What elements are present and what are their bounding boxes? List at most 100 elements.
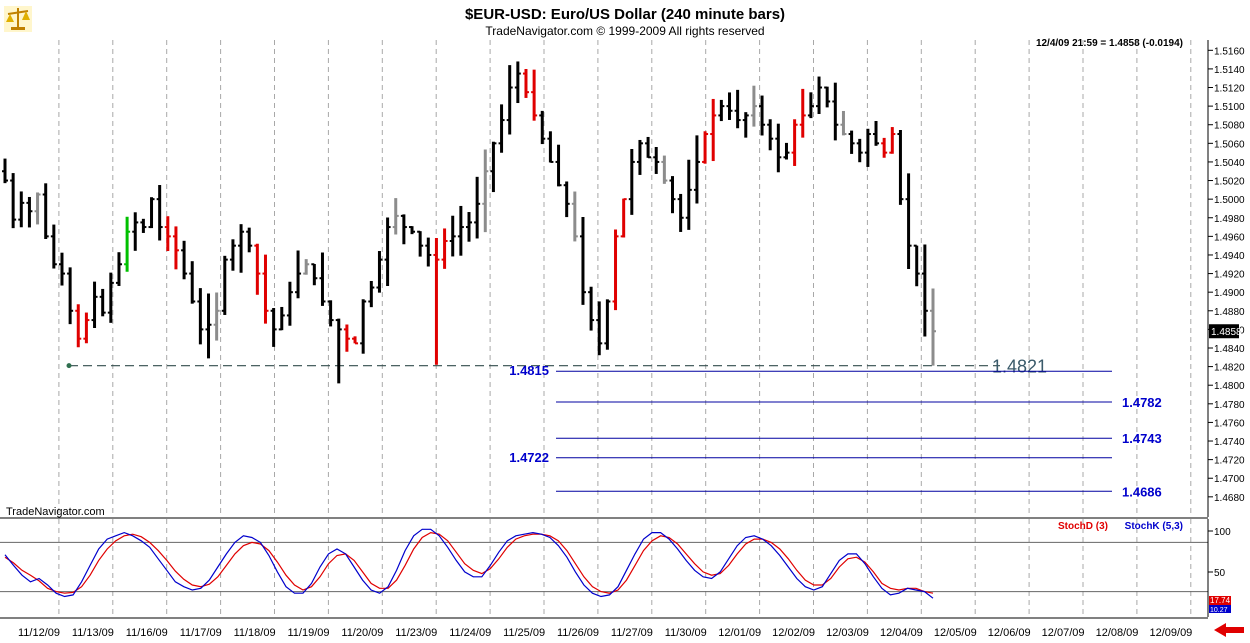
- ohlc-bar: [311, 263, 318, 286]
- ohlc-bar: [636, 139, 643, 175]
- date-tick-label: 12/07/09: [1042, 627, 1085, 639]
- ohlc-bar: [205, 293, 212, 359]
- price-tick-label: 1.5080: [1214, 121, 1245, 132]
- stochk-last-label: 10.27: [1210, 607, 1228, 614]
- ohlc-bar: [718, 99, 725, 122]
- ohlc-bar: [677, 193, 684, 232]
- ohlc-bar: [661, 155, 668, 184]
- date-tick-label: 12/04/09: [880, 627, 923, 639]
- last-price-marker: 1.4858: [1209, 324, 1242, 339]
- ohlc-bar: [783, 142, 790, 160]
- ohlc-bar: [628, 148, 635, 215]
- ohlc-bar: [278, 306, 285, 331]
- ohlc-bar: [197, 288, 204, 345]
- ohlc-bar: [425, 237, 432, 267]
- price-tick-label: 1.4840: [1214, 344, 1245, 355]
- chart-title: $EUR-USD: Euro/US Dollar (240 minute bar…: [465, 6, 785, 23]
- ohlc-bar: [563, 181, 570, 218]
- ohlc-bar: [571, 191, 578, 242]
- ohlc-bar: [286, 281, 293, 326]
- date-tick-label: 11/23/09: [395, 627, 437, 639]
- price-tick-label: 1.5120: [1214, 84, 1245, 95]
- ohlc-bar: [376, 251, 383, 293]
- ohlc-bar: [604, 299, 611, 350]
- ohlc-bar: [335, 318, 342, 384]
- ohlc-bar: [172, 226, 179, 270]
- price-tick-label: 1.4800: [1214, 381, 1245, 392]
- legend-stochk: StochK (5,3): [1125, 521, 1183, 532]
- ohlc-bar: [832, 82, 839, 141]
- ohlc-bar: [612, 229, 619, 311]
- ohlc-bar: [213, 292, 220, 341]
- ohlc-bar: [913, 244, 920, 287]
- stoch-last-values: 17.74 10.27: [1209, 596, 1231, 614]
- ohlc-bar: [124, 216, 131, 272]
- ohlc-bar: [34, 192, 41, 225]
- ohlc-bar: [270, 308, 277, 347]
- ohlc-bar: [2, 158, 8, 184]
- date-tick-label: 12/03/09: [826, 627, 869, 639]
- ohlc-bar: [555, 144, 562, 187]
- price-tick-label: 1.4960: [1214, 232, 1245, 243]
- price-tick-label: 1.5100: [1214, 102, 1245, 113]
- ohlc-bar: [466, 212, 472, 242]
- price-tick-label: 1.4940: [1214, 251, 1245, 262]
- price-tick-label: 1.5020: [1214, 177, 1245, 188]
- price-tick-label: 1.4980: [1214, 214, 1245, 225]
- target-lines: 1.4815 1.4782 1.4743 1.4722 1.4686: [509, 363, 1162, 499]
- ohlc-bar: [726, 92, 733, 120]
- stoch-axis: 100 50: [1208, 527, 1231, 579]
- stoch-tick-label: 100: [1214, 527, 1231, 538]
- ohlc-bar: [490, 141, 497, 193]
- stochk-last-box: [1209, 605, 1231, 613]
- ohlc-bar: [221, 255, 228, 315]
- last-price-box: [1209, 324, 1239, 339]
- ohlc-bar: [99, 288, 106, 317]
- ohlc-bar: [368, 280, 375, 308]
- ohlc-bar: [824, 86, 831, 108]
- left-arrow-icon[interactable]: [1214, 623, 1244, 637]
- ohlc-bar: [156, 185, 163, 241]
- ohlc-bar: [848, 130, 855, 154]
- ohlc-bar: [433, 237, 440, 365]
- ohlc-bar: [42, 183, 49, 239]
- price-tick-label: 1.5160: [1214, 46, 1245, 57]
- ohlc-bar: [10, 173, 17, 229]
- date-tick-label: 12/02/09: [772, 627, 815, 639]
- ohlc-bar: [107, 272, 114, 323]
- scroll-left-button[interactable]: [1210, 620, 1248, 640]
- ohlc-bar: [384, 217, 391, 286]
- price-tick-label: 1.4880: [1214, 307, 1245, 318]
- ohlc-bar: [514, 61, 521, 104]
- stoch-grid: [0, 519, 1208, 617]
- ohlc-bar: [734, 89, 741, 129]
- watermark: TradeNavigator.com: [6, 506, 105, 518]
- ohlc-bar: [91, 281, 98, 329]
- support-anchor: [66, 363, 72, 369]
- vertical-grid: [58, 40, 1192, 517]
- ohlc-bar: [303, 259, 310, 275]
- ohlc-bar: [750, 85, 757, 127]
- ohlc-bar: [693, 135, 700, 204]
- ohlc-bar: [767, 119, 774, 151]
- ohlc-bar: [905, 173, 912, 270]
- ohlc-bar: [26, 196, 33, 228]
- ohlc-bar: [352, 336, 359, 345]
- price-tick-label: 1.4900: [1214, 288, 1245, 299]
- date-tick-label: 12/09/09: [1149, 627, 1192, 639]
- target-label: 1.4743: [1122, 431, 1162, 446]
- ohlc-bar: [83, 312, 90, 344]
- ohlc-bar: [799, 88, 806, 138]
- target-label: 1.4782: [1122, 395, 1162, 410]
- ohlc-bar: [409, 226, 416, 235]
- ohlc-bar: [417, 230, 424, 257]
- price-chart: 1.5160 1.5140 1.5120 1.5100 1.5080 1.5060 1.50…: [2, 40, 1245, 518]
- ohlc-bar: [319, 252, 326, 306]
- ohlc-bar: [669, 176, 676, 214]
- date-tick-label: 11/25/09: [503, 627, 545, 639]
- ohlc-bar: [254, 243, 261, 295]
- ohlc-bar: [189, 261, 196, 304]
- ohlc-bar: [930, 288, 936, 366]
- ohlc-bar: [262, 254, 269, 324]
- ohlc-bar: [881, 137, 888, 158]
